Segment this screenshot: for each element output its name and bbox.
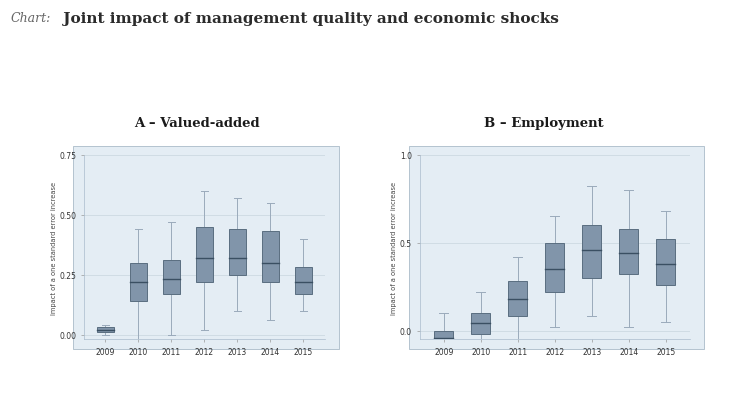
Bar xyxy=(434,331,453,345)
Bar xyxy=(97,328,114,332)
Y-axis label: Impact of a one standard error increase: Impact of a one standard error increase xyxy=(391,181,397,314)
Bar xyxy=(196,227,213,282)
Bar xyxy=(163,261,180,294)
Bar xyxy=(545,243,564,292)
Bar xyxy=(471,313,491,334)
Bar xyxy=(619,229,639,274)
Text: Joint impact of management quality and economic shocks: Joint impact of management quality and e… xyxy=(58,12,559,26)
Bar xyxy=(228,229,246,275)
Text: A – Valued-added: A – Valued-added xyxy=(134,117,260,130)
Bar xyxy=(262,232,279,282)
Text: B – Employment: B – Employment xyxy=(484,117,604,130)
Bar xyxy=(295,268,312,294)
Bar xyxy=(130,263,147,301)
Y-axis label: Impact of a one standard error increase: Impact of a one standard error increase xyxy=(50,181,56,314)
Bar xyxy=(656,240,675,285)
Bar xyxy=(508,282,527,317)
Bar xyxy=(583,225,602,278)
Text: Chart:: Chart: xyxy=(11,12,51,25)
